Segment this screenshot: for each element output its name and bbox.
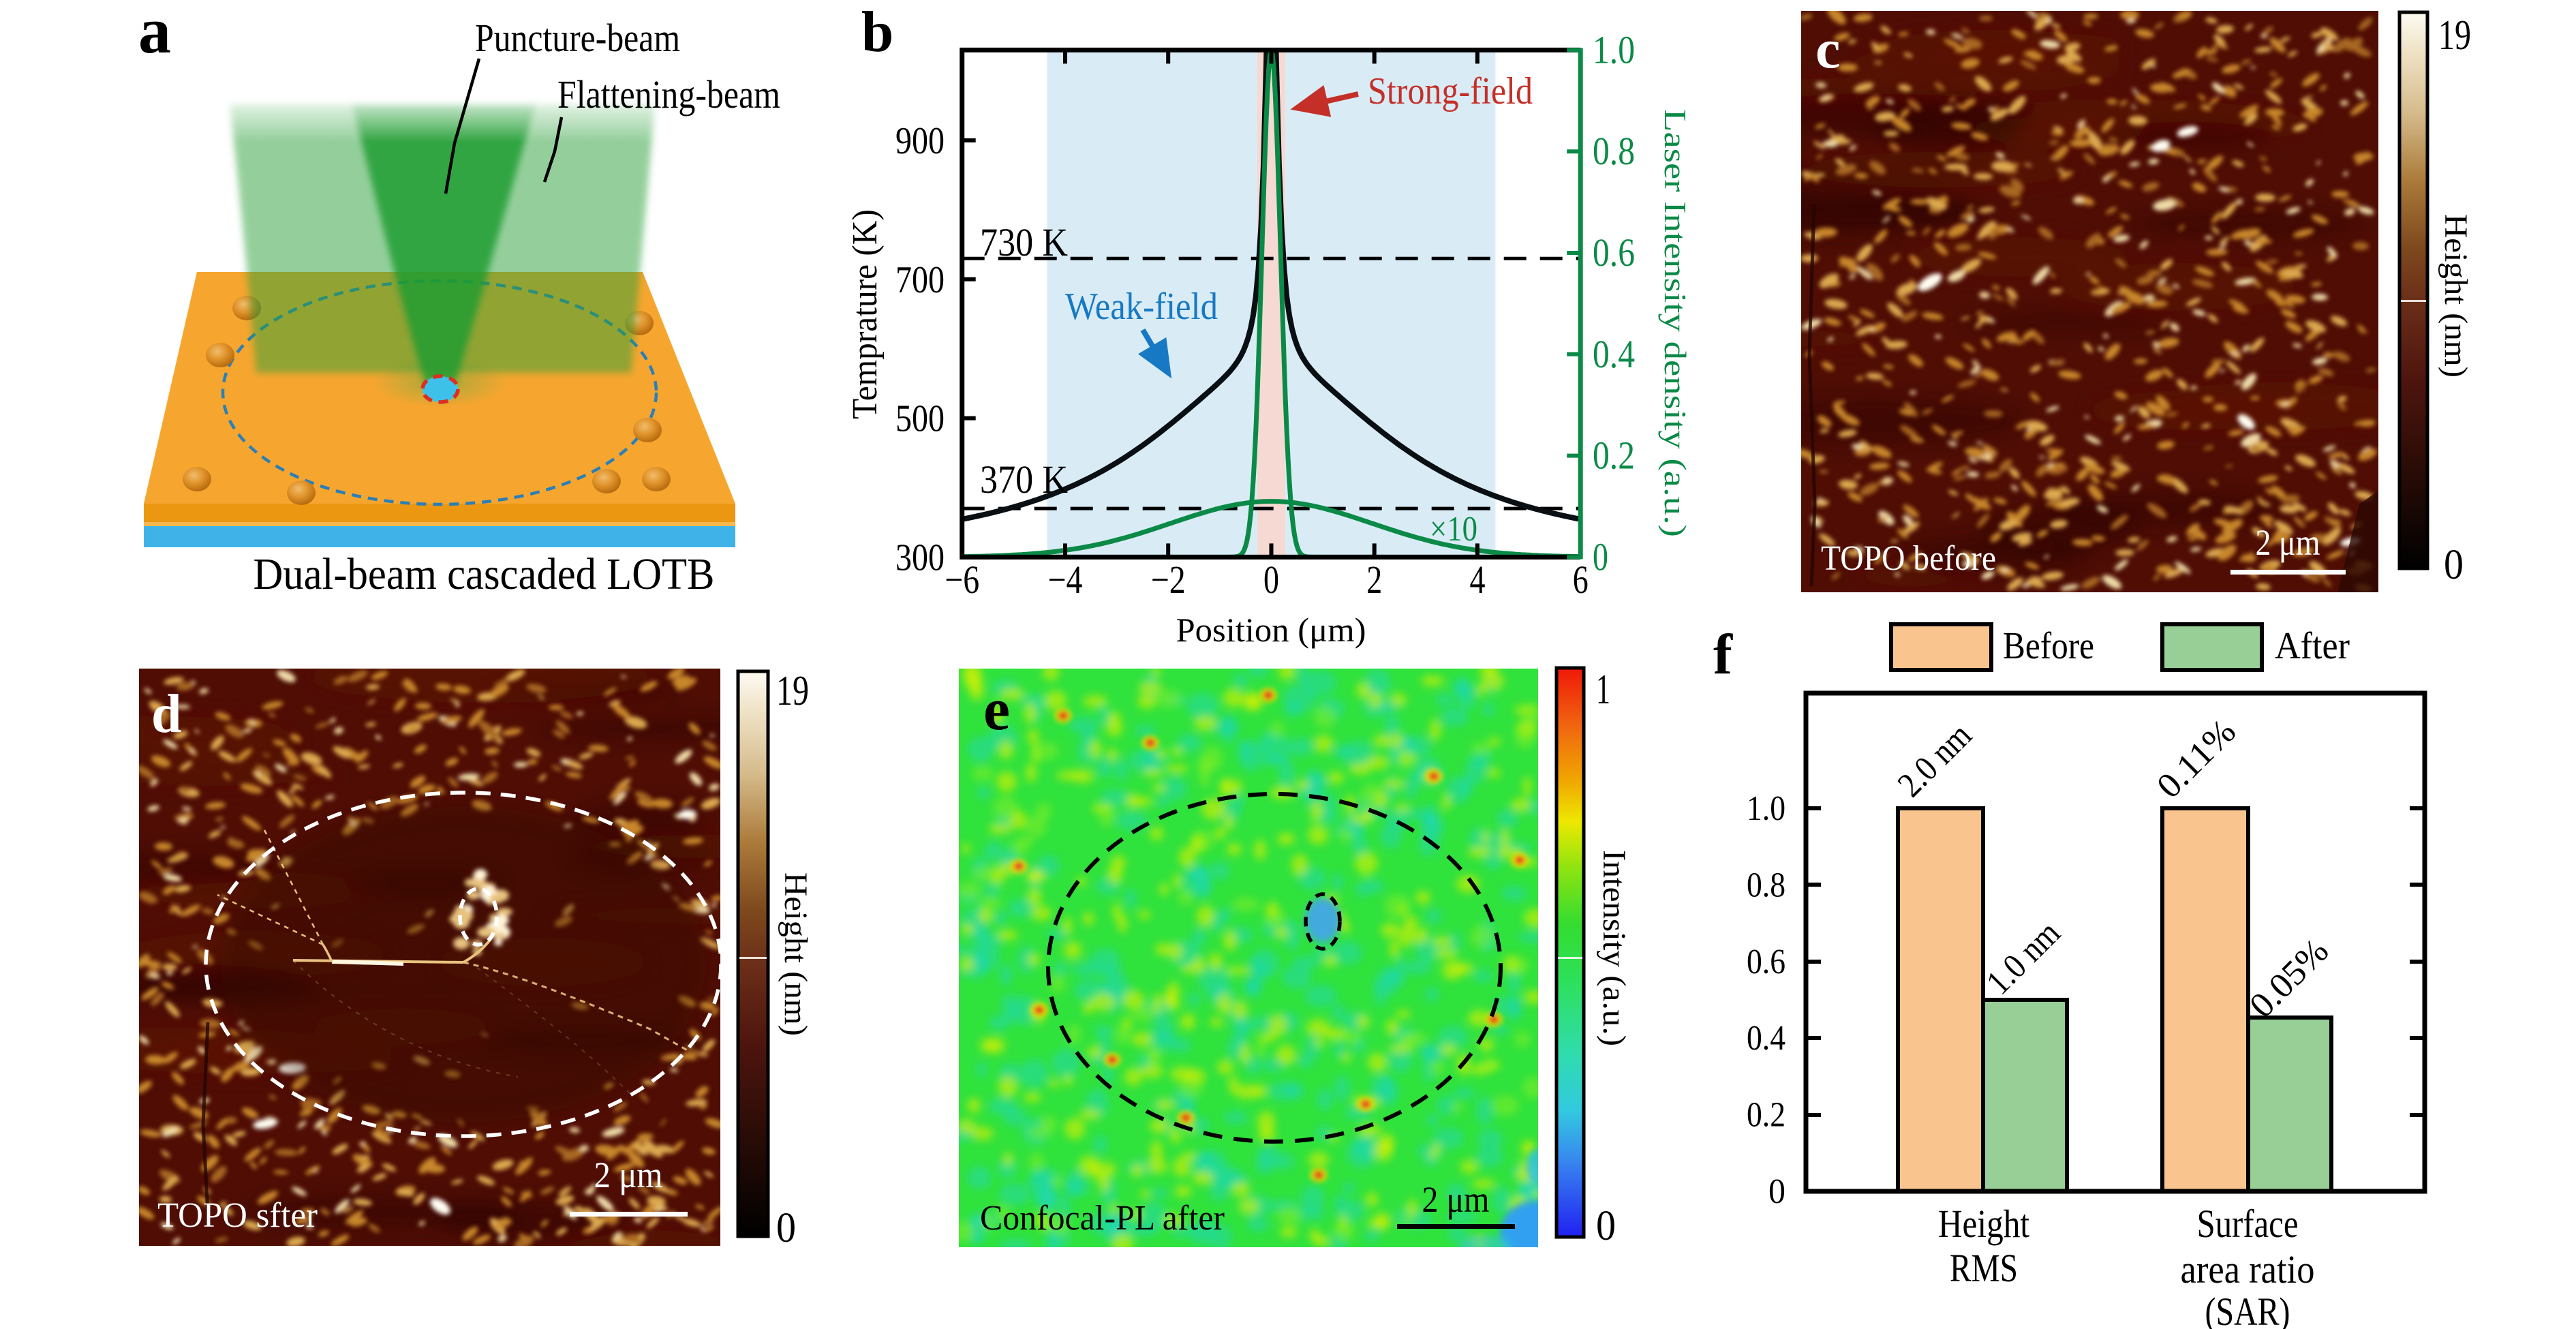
svg-text:d: d	[151, 684, 182, 744]
svg-text:500: 500	[895, 398, 945, 440]
svg-text:300: 300	[895, 536, 945, 579]
svg-text:1.0: 1.0	[1593, 27, 1635, 72]
svg-text:Before: Before	[2003, 625, 2094, 667]
svg-text:Weak-field: Weak-field	[1065, 286, 1218, 328]
svg-text:f: f	[1713, 623, 1733, 686]
svg-text:Height (nm): Height (nm)	[2438, 214, 2474, 378]
svg-text:4: 4	[1469, 557, 1485, 602]
svg-text:2 μm: 2 μm	[2256, 522, 2320, 563]
svg-text:Puncture-beam: Puncture-beam	[475, 16, 680, 60]
svg-text:2: 2	[1366, 557, 1382, 602]
svg-text:700: 700	[895, 259, 945, 301]
svg-text:×10: ×10	[1430, 510, 1477, 549]
svg-text:area ratio: area ratio	[2181, 1247, 2315, 1292]
svg-text:0.8: 0.8	[1747, 866, 1785, 904]
svg-text:0.4: 0.4	[1593, 332, 1635, 376]
svg-text:0.4: 0.4	[1747, 1019, 1785, 1058]
svg-text:c: c	[1815, 18, 1840, 80]
svg-text:Strong-field: Strong-field	[1368, 70, 1533, 112]
svg-text:−2: −2	[1151, 557, 1186, 602]
svg-text:Surface: Surface	[2197, 1202, 2299, 1246]
svg-text:0.6: 0.6	[1747, 943, 1785, 981]
svg-text:Position (μm): Position (μm)	[1176, 611, 1366, 649]
svg-text:19: 19	[776, 668, 809, 714]
svg-text:−4: −4	[1047, 557, 1082, 602]
svg-text:1: 1	[1596, 667, 1610, 713]
svg-text:0: 0	[1596, 1203, 1616, 1249]
svg-text:Temprature (K): Temprature (K)	[846, 209, 885, 419]
svg-text:b: b	[861, 0, 893, 64]
svg-text:Confocal-PL after: Confocal-PL after	[980, 1199, 1225, 1238]
svg-text:TOPO sfter: TOPO sfter	[157, 1196, 318, 1235]
svg-text:e: e	[983, 677, 1010, 743]
svg-text:0.2: 0.2	[1593, 433, 1635, 478]
svg-text:0: 0	[1593, 534, 1608, 579]
svg-text:a: a	[138, 0, 171, 67]
svg-text:2 μm: 2 μm	[594, 1155, 663, 1195]
svg-text:0: 0	[776, 1205, 796, 1251]
svg-text:Height (nm): Height (nm)	[778, 872, 814, 1036]
svg-text:0.8: 0.8	[1593, 129, 1635, 173]
svg-text:19: 19	[2438, 12, 2471, 59]
svg-text:After: After	[2275, 625, 2350, 667]
svg-text:1.0: 1.0	[1747, 789, 1785, 828]
svg-text:0: 0	[2444, 542, 2464, 588]
svg-text:900: 900	[895, 120, 945, 162]
svg-text:6: 6	[1573, 557, 1589, 602]
svg-text:0.2: 0.2	[1747, 1096, 1785, 1135]
svg-text:Height: Height	[1938, 1202, 2029, 1246]
svg-text:TOPO before: TOPO before	[1821, 539, 1996, 578]
svg-text:Dual-beam cascaded LOTB: Dual-beam cascaded LOTB	[254, 549, 715, 599]
svg-text:0.6: 0.6	[1593, 230, 1635, 275]
svg-text:370 K: 370 K	[980, 457, 1068, 502]
svg-text:730 K: 730 K	[980, 220, 1068, 264]
svg-text:0: 0	[1768, 1172, 1785, 1211]
svg-text:−6: −6	[945, 557, 979, 602]
svg-text:Laser Intensity density (a.u.): Laser Intensity density (a.u.)	[1658, 109, 1693, 537]
svg-text:RMS: RMS	[1950, 1246, 2018, 1290]
svg-text:2 μm: 2 μm	[1422, 1179, 1490, 1220]
svg-text:0: 0	[1263, 557, 1279, 602]
svg-text:(SAR): (SAR)	[2205, 1289, 2290, 1329]
svg-text:Flattening-beam: Flattening-beam	[557, 72, 780, 117]
svg-text:Intensity (a.u.): Intensity (a.u.)	[1596, 850, 1632, 1046]
